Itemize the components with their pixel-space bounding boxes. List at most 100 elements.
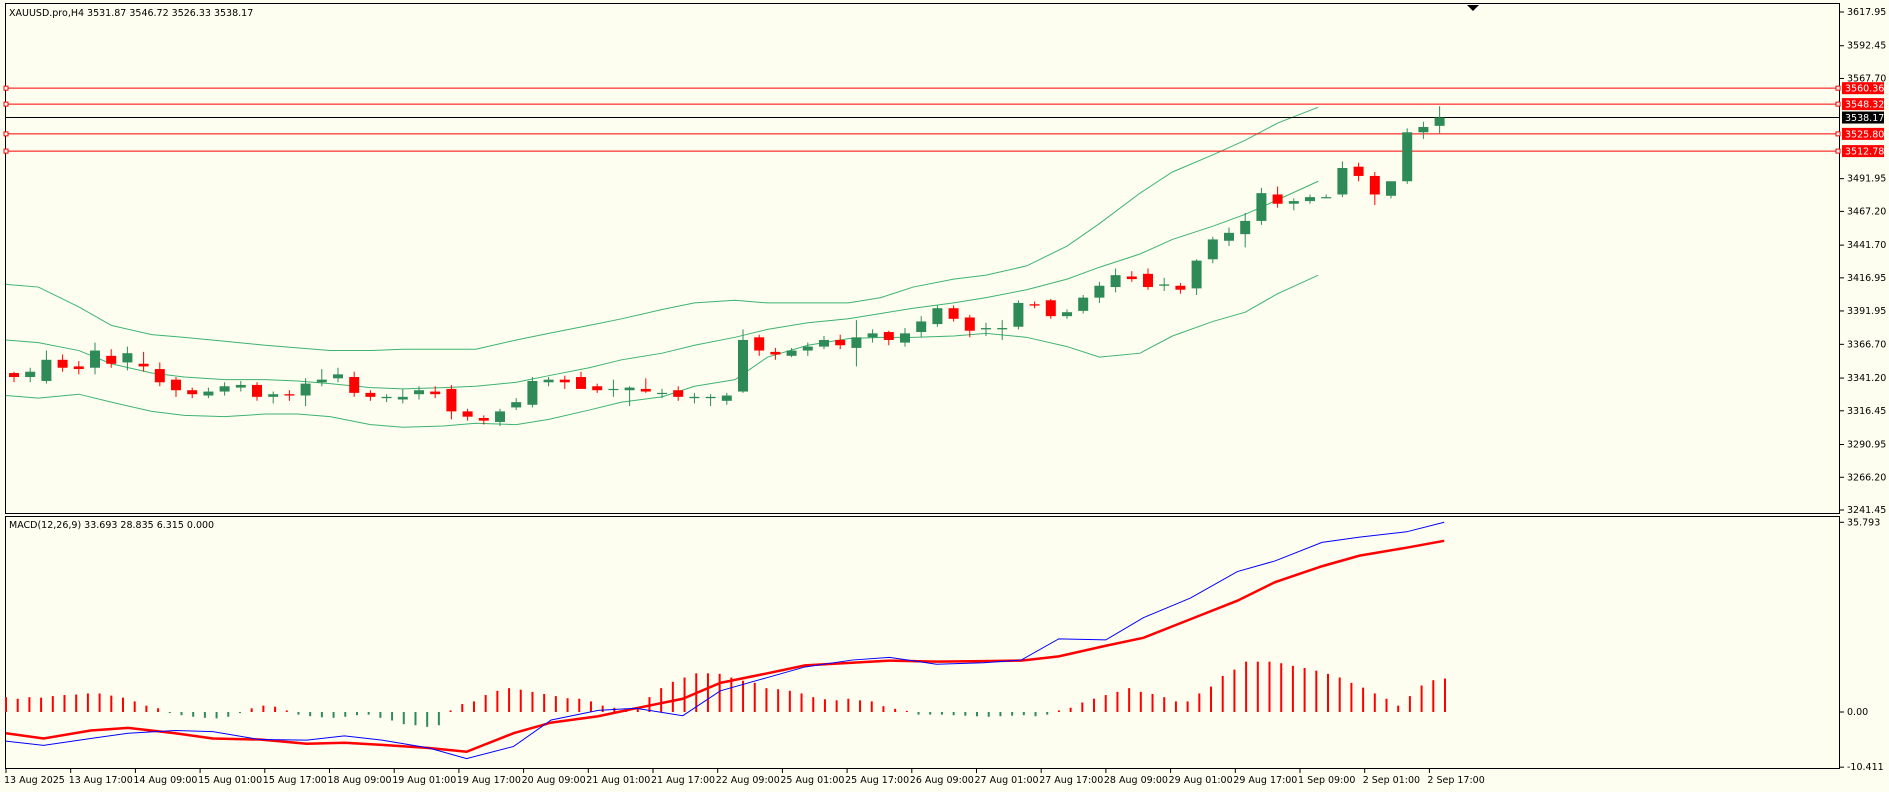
- horizontal-levels[interactable]: 3560.36 3548.32 3525.80 3512.78 3538.17: [3, 82, 1884, 158]
- level-price-tag-text: 3548.32: [1845, 100, 1884, 111]
- candle-body: [705, 396, 716, 399]
- candle-body: [1029, 304, 1040, 306]
- time-tick-label: 20 Aug 09:00: [522, 775, 586, 786]
- level-handle-right[interactable]: [1835, 131, 1841, 137]
- time-tick-label: 27 Aug 01:00: [975, 775, 1039, 786]
- candle-body: [1353, 166, 1364, 176]
- price-tick-label: 3416.95: [1847, 273, 1886, 284]
- price-axis: 3617.95 3592.45 3567.70 3491.95 3467.20 3441.…: [1840, 7, 1886, 516]
- candle-body: [802, 346, 813, 351]
- candle-body: [171, 379, 181, 391]
- time-tick-label: 19 Aug 01:00: [392, 775, 456, 786]
- candle-body: [187, 390, 198, 395]
- level-handle-right[interactable]: [1835, 85, 1841, 91]
- candle-body: [57, 359, 68, 368]
- level-handle-left[interactable]: [3, 85, 9, 91]
- time-tick-label: 29 Aug 01:00: [1169, 775, 1233, 786]
- candle-body: [689, 396, 700, 399]
- candle-body: [478, 418, 489, 421]
- candle-body: [738, 339, 748, 392]
- candle-body: [1386, 181, 1396, 196]
- candle-body: [381, 396, 392, 399]
- price-tick-label: 3567.70: [1847, 73, 1886, 84]
- chart-shift-marker-icon[interactable]: [1467, 5, 1479, 11]
- time-tick-label: 18 Aug 09:00: [328, 775, 392, 786]
- time-tick-label: 13 Aug 2025: [4, 775, 65, 786]
- candle-body: [1418, 127, 1429, 133]
- macd-axis: 35.793 0.00 -10.411: [1840, 517, 1884, 773]
- candle-body: [268, 394, 279, 397]
- candle-body: [90, 350, 100, 368]
- macd-signal-line: [5, 539, 1445, 754]
- time-tick-label: 15 Aug 01:00: [198, 775, 262, 786]
- price-tick-label: 3467.20: [1847, 206, 1886, 217]
- candle-body: [1126, 276, 1137, 280]
- candle-body: [316, 379, 327, 383]
- candle-body: [981, 328, 991, 330]
- candle-body: [462, 411, 473, 417]
- candlestick-series: [9, 106, 1445, 426]
- time-tick-label: 19 Aug 17:00: [457, 775, 521, 786]
- price-tick-label: 3366.70: [1847, 339, 1886, 350]
- candle-body: [495, 411, 505, 422]
- level-handle-right[interactable]: [1835, 148, 1841, 154]
- candle-body: [122, 353, 133, 363]
- macd-panel-frame: [5, 516, 1840, 769]
- candle-body: [721, 395, 732, 401]
- candle-body: [9, 373, 19, 378]
- level-handle-left[interactable]: [3, 148, 9, 154]
- candle-body: [1369, 175, 1380, 195]
- time-tick-label: 25 Aug 17:00: [845, 775, 909, 786]
- level-price-tag-text: 3512.78: [1845, 147, 1884, 158]
- bollinger-middle-line: [5, 180, 1319, 390]
- candle-body: [1288, 201, 1299, 204]
- candle-body: [932, 308, 943, 325]
- candle-body: [997, 328, 1008, 330]
- level-handle-right[interactable]: [1835, 101, 1841, 107]
- candle-body: [1094, 285, 1105, 298]
- candle-body: [819, 339, 829, 347]
- candle-body: [365, 392, 376, 397]
- candle-body: [1143, 273, 1153, 288]
- candle-body: [446, 388, 457, 412]
- level-handle-left[interactable]: [3, 101, 9, 107]
- candle-body: [527, 380, 538, 405]
- candle-body: [430, 391, 441, 395]
- current-price-tag-text: 3538.17: [1845, 113, 1884, 124]
- candle-body: [397, 396, 408, 400]
- candle-body: [543, 379, 554, 383]
- candle-body: [640, 388, 651, 392]
- candle-body: [835, 339, 846, 346]
- price-tick-label: 3491.95: [1847, 174, 1886, 185]
- candle-body: [948, 308, 959, 319]
- price-tick-label: 3316.45: [1847, 406, 1886, 417]
- candle-body: [203, 391, 214, 396]
- level-price-tag: [1842, 82, 1884, 95]
- candle-body: [300, 383, 311, 396]
- candle-body: [754, 337, 765, 351]
- candle-body: [576, 377, 586, 389]
- level-handle-left[interactable]: [3, 131, 9, 137]
- price-tick-label: 3617.95: [1847, 7, 1886, 18]
- level-price-tag: [1842, 145, 1884, 158]
- time-tick-label: 25 Aug 01:00: [780, 775, 844, 786]
- time-tick-label: 13 Aug 17:00: [69, 775, 133, 786]
- candle-body: [867, 333, 878, 338]
- candle-body: [1434, 117, 1445, 126]
- bollinger-lower-line: [5, 274, 1319, 428]
- candle-body: [1175, 285, 1186, 290]
- macd-lines: [5, 521, 1445, 760]
- candle-body: [106, 355, 117, 364]
- time-tick-label: 22 Aug 09:00: [716, 775, 780, 786]
- candle-body: [1045, 300, 1056, 317]
- candle-body: [673, 390, 684, 397]
- candle-body: [1207, 239, 1218, 260]
- time-tick-label: 21 Aug 01:00: [586, 775, 650, 786]
- candle-body: [1337, 168, 1348, 195]
- macd-tick-label: 0.00: [1847, 707, 1868, 718]
- candle-body: [1224, 232, 1234, 241]
- time-tick-label: 28 Aug 09:00: [1104, 775, 1168, 786]
- level-price-tag: [1842, 127, 1884, 140]
